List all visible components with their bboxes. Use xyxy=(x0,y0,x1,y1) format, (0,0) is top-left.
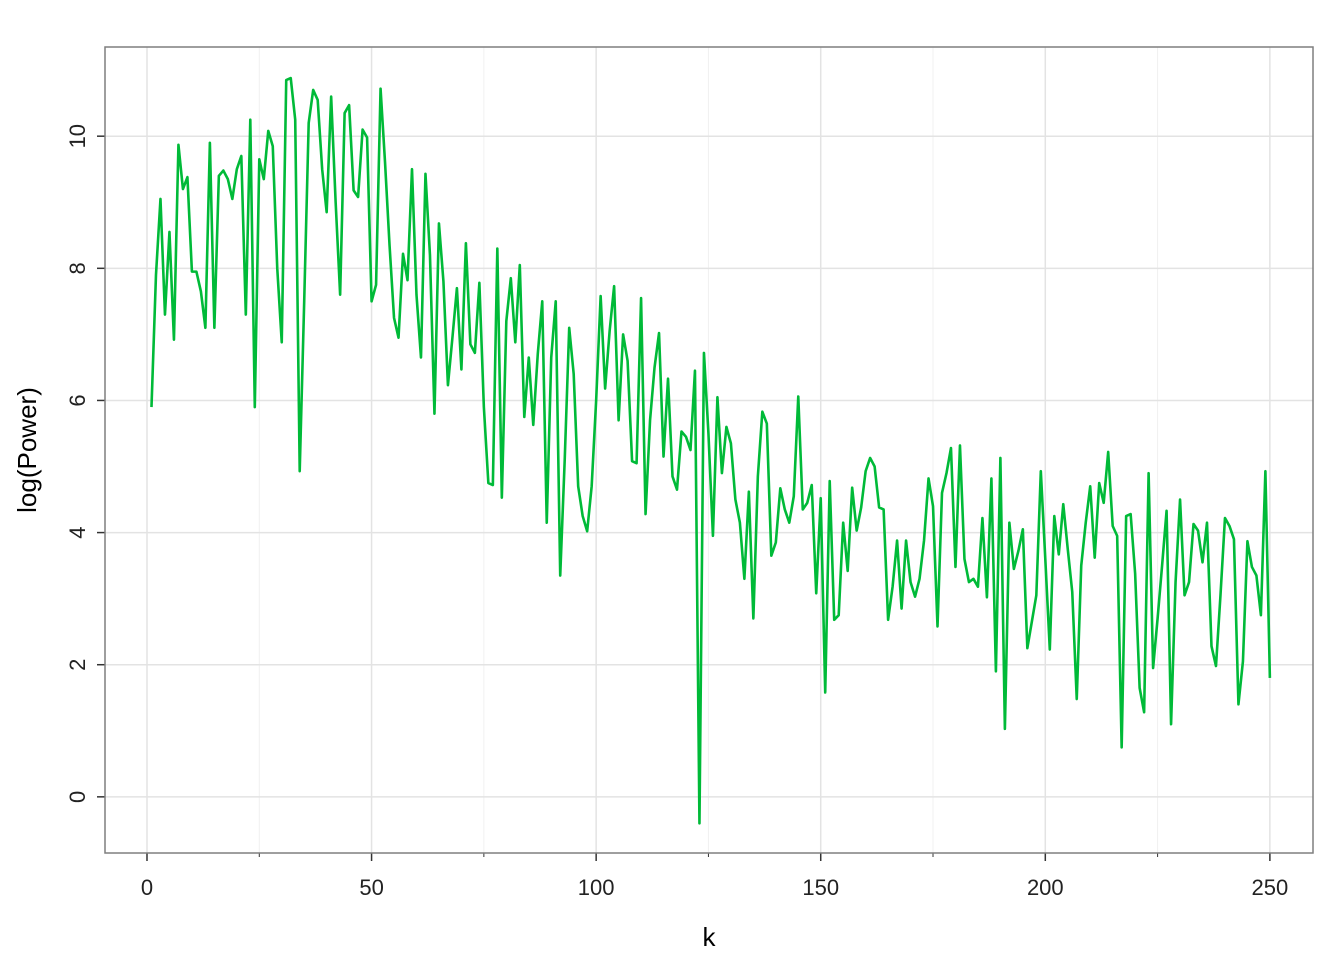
y-tick-label: 2 xyxy=(65,659,90,671)
y-tick-label: 10 xyxy=(65,124,90,148)
y-tick-label: 8 xyxy=(65,262,90,274)
y-tick-label: 6 xyxy=(65,394,90,406)
x-tick-label: 150 xyxy=(802,875,839,900)
y-tick-label: 4 xyxy=(65,526,90,538)
x-tick-label: 200 xyxy=(1027,875,1064,900)
x-tick-label: 100 xyxy=(578,875,615,900)
data-line xyxy=(150,76,1272,825)
x-tick-label: 250 xyxy=(1252,875,1289,900)
plot-border xyxy=(104,46,1314,854)
y-axis-title: log(Power) xyxy=(12,387,42,513)
y-tick-label: 0 xyxy=(65,791,90,803)
x-tick-label: 50 xyxy=(359,875,383,900)
x-tick-label: 0 xyxy=(141,875,153,900)
x-axis-title: k xyxy=(703,922,717,952)
